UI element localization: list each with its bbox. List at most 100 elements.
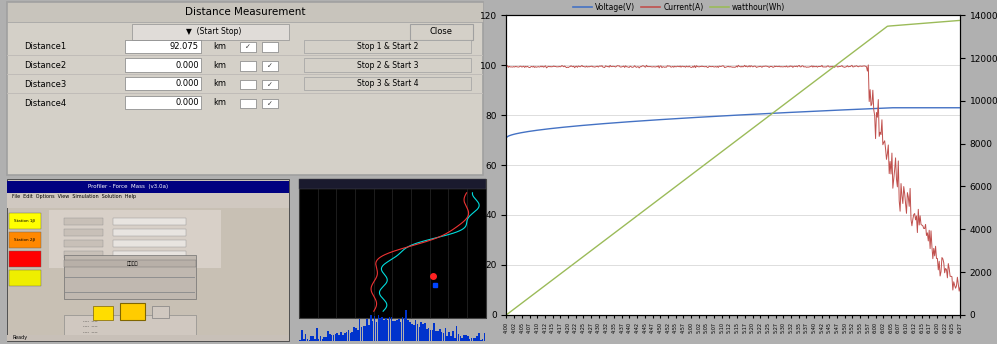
Bar	[469, 338, 471, 341]
Bar	[408, 320, 409, 341]
Bar	[7, 55, 484, 56]
Bar	[153, 306, 169, 318]
Text: 0.000: 0.000	[175, 98, 198, 107]
Bar	[64, 255, 196, 299]
Bar	[314, 339, 316, 341]
Bar	[9, 232, 41, 248]
Text: Station 1β: Station 1β	[14, 219, 35, 223]
Bar	[64, 260, 196, 267]
Bar	[301, 330, 303, 341]
Bar	[329, 334, 331, 341]
Bar	[432, 330, 433, 341]
Bar	[366, 319, 368, 341]
Bar	[7, 179, 289, 341]
Bar	[240, 99, 256, 108]
Bar	[410, 24, 474, 40]
Text: ✓: ✓	[267, 82, 273, 88]
Bar	[64, 240, 103, 247]
Text: ✓: ✓	[267, 100, 273, 107]
Bar	[419, 327, 420, 341]
Bar	[338, 335, 340, 341]
Text: km: km	[213, 61, 226, 69]
Bar	[436, 331, 437, 341]
Bar	[64, 218, 103, 225]
Bar	[64, 315, 196, 335]
Bar	[423, 324, 424, 341]
Bar	[262, 80, 278, 89]
Bar	[351, 332, 353, 341]
Bar	[359, 319, 361, 341]
Text: ----  ----: ---- ----	[84, 330, 98, 334]
Bar	[381, 317, 383, 341]
Bar	[312, 336, 314, 341]
Bar	[471, 338, 473, 341]
Text: ----  ----: ---- ----	[84, 319, 98, 323]
Bar	[424, 323, 426, 341]
Bar	[417, 324, 418, 341]
Text: ✓: ✓	[267, 63, 273, 69]
Bar	[310, 336, 312, 341]
Bar	[415, 320, 417, 341]
Text: Station 2β: Station 2β	[14, 238, 35, 242]
Bar	[304, 58, 471, 72]
Bar	[385, 318, 387, 341]
Text: Stop 2 & Start 3: Stop 2 & Start 3	[357, 61, 419, 69]
Text: 92.075: 92.075	[169, 42, 198, 51]
Bar	[451, 336, 452, 341]
Text: ----  ----: ---- ----	[84, 324, 98, 328]
Bar	[299, 179, 486, 318]
Bar	[421, 322, 422, 341]
Bar	[404, 318, 405, 341]
Text: ✓: ✓	[245, 44, 251, 50]
Bar	[7, 201, 289, 208]
Bar	[125, 58, 201, 72]
Bar	[361, 327, 362, 341]
Bar	[452, 331, 454, 341]
Bar	[447, 336, 448, 341]
Text: Stop 1 & Start 2: Stop 1 & Start 2	[357, 42, 418, 51]
Bar	[346, 332, 347, 341]
Bar	[337, 333, 338, 341]
Bar	[480, 340, 482, 341]
Bar	[458, 334, 460, 341]
Bar	[473, 338, 475, 341]
Bar	[430, 330, 432, 341]
Bar	[9, 270, 41, 286]
Bar	[467, 336, 469, 341]
Bar	[303, 339, 304, 341]
Bar	[316, 328, 318, 341]
Bar	[113, 218, 186, 225]
Bar	[449, 332, 450, 341]
Bar	[389, 317, 390, 341]
Bar	[391, 317, 392, 341]
Bar	[327, 331, 329, 341]
Bar	[428, 328, 430, 341]
Bar	[322, 339, 323, 341]
Bar	[456, 325, 458, 341]
Bar	[466, 335, 467, 341]
Bar	[376, 322, 377, 341]
Bar	[113, 240, 186, 247]
Bar	[357, 330, 359, 341]
Bar	[441, 332, 443, 341]
Bar	[365, 326, 366, 341]
Text: km: km	[213, 98, 226, 107]
Bar	[49, 210, 220, 268]
Bar	[262, 99, 278, 108]
Bar	[409, 322, 411, 341]
Bar	[378, 315, 379, 341]
Bar	[443, 333, 445, 341]
Bar	[331, 335, 332, 341]
Bar	[350, 333, 351, 341]
Bar	[7, 2, 484, 22]
Bar	[411, 323, 413, 341]
Bar	[64, 251, 103, 258]
Bar	[125, 96, 201, 109]
Bar	[398, 319, 400, 341]
Bar	[387, 320, 389, 341]
Bar	[7, 181, 289, 193]
Bar	[7, 74, 484, 75]
Bar	[393, 321, 394, 341]
Bar	[299, 340, 301, 341]
Bar	[7, 2, 484, 175]
